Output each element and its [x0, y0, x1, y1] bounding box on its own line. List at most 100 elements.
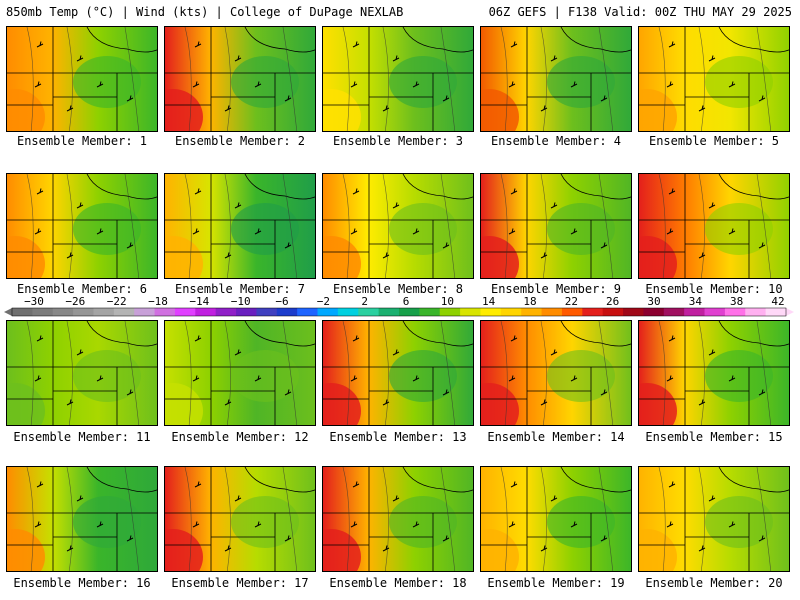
temperature-field-map	[323, 467, 473, 571]
colorbar-swatch	[541, 308, 563, 316]
temperature-field-map	[7, 174, 157, 278]
colorbar-swatch	[154, 308, 176, 316]
colorbar-swatch	[439, 308, 461, 316]
ensemble-map-panel	[638, 173, 790, 279]
colorbar-tick-label: 10	[440, 295, 454, 308]
colorbar-swatch	[561, 308, 583, 316]
colorbar-swatch	[582, 308, 604, 316]
ensemble-member-caption: Ensemble Member: 16	[13, 576, 151, 590]
temperature-field-map	[323, 174, 473, 278]
temperature-field-map	[323, 27, 473, 131]
colorbar-tick-label: −18	[148, 295, 168, 308]
ensemble-member-caption: Ensemble Member: 20	[645, 576, 783, 590]
temperature-field-map	[165, 27, 315, 131]
colorbar-tick-label: −14	[189, 295, 210, 308]
colorbar-swatch	[500, 308, 522, 316]
colorbar-tick-label: 34	[688, 295, 702, 308]
temperature-field-map	[7, 467, 157, 571]
header-run-info: 06Z GEFS | F138 Valid: 00Z THU MAY 29 20…	[488, 5, 792, 19]
ensemble-map-panel	[480, 466, 632, 572]
colorbar-tick-label: 6	[402, 295, 410, 308]
colorbar-swatch	[643, 308, 665, 316]
colorbar-tick-label: 14	[482, 295, 496, 308]
ensemble-member-caption: Ensemble Member: 1	[16, 134, 148, 148]
ensemble-map-panel	[6, 26, 158, 132]
ensemble-map-panel	[638, 320, 790, 426]
ensemble-member-caption: Ensemble Member: 18	[329, 576, 467, 590]
colorbar-swatch	[297, 308, 319, 316]
temperature-field-map	[7, 321, 157, 425]
ensemble-member-caption: Ensemble Member: 12	[171, 430, 309, 444]
colorbar-swatch	[663, 308, 685, 316]
colorbar-swatch	[765, 308, 787, 316]
ensemble-map-panel	[322, 26, 474, 132]
colorbar-tick-label: 22	[564, 295, 578, 308]
colorbar-high-arrow	[786, 308, 794, 316]
ensemble-member-caption: Ensemble Member: 6	[16, 282, 148, 296]
colorbar-swatch	[32, 308, 54, 316]
temperature-field-map	[639, 467, 789, 571]
ensemble-member-caption: Ensemble Member: 19	[487, 576, 625, 590]
colorbar-swatch	[174, 308, 196, 316]
colorbar-swatch	[480, 308, 502, 316]
colorbar-tick-label: −22	[106, 295, 127, 308]
temperature-field-map	[639, 174, 789, 278]
colorbar-swatch	[256, 308, 278, 316]
colorbar-tick-label: −6	[275, 295, 289, 308]
colorbar-tick-label: −10	[230, 295, 251, 308]
ensemble-member-caption: Ensemble Member: 8	[332, 282, 464, 296]
ensemble-member-caption: Ensemble Member: 2	[174, 134, 306, 148]
ensemble-member-caption: Ensemble Member: 4	[490, 134, 622, 148]
ensemble-map-panel	[164, 320, 316, 426]
colorbar-swatch	[724, 308, 746, 316]
colorbar-tick-label: 18	[523, 295, 537, 308]
ensemble-member-caption: Ensemble Member: 11	[13, 430, 151, 444]
colorbar-tick-label: −2	[316, 295, 330, 308]
ensemble-member-caption: Ensemble Member: 10	[645, 282, 783, 296]
colorbar-tick-label: 38	[730, 295, 744, 308]
temperature-field-map	[639, 321, 789, 425]
colorbar-swatch	[399, 308, 420, 316]
colorbar-swatch	[73, 308, 94, 316]
ensemble-member-caption: Ensemble Member: 9	[490, 282, 622, 296]
colorbar-swatch	[317, 308, 339, 316]
ensemble-map-panel	[480, 26, 632, 132]
temperature-field-map	[639, 27, 789, 131]
temperature-colorbar	[4, 307, 794, 317]
ensemble-map-panel	[6, 173, 158, 279]
ensemble-map-panel	[480, 173, 632, 279]
temperature-field-map	[323, 321, 473, 425]
colorbar-low-arrow	[4, 308, 12, 316]
ensemble-map-panel	[164, 173, 316, 279]
ensemble-member-caption: Ensemble Member: 7	[174, 282, 306, 296]
temperature-field-map	[165, 174, 315, 278]
colorbar-swatch	[215, 308, 237, 316]
colorbar-swatch	[745, 308, 767, 316]
ensemble-member-caption: Ensemble Member: 14	[487, 430, 625, 444]
colorbar-swatch	[113, 308, 135, 316]
colorbar-tick-label: 42	[771, 295, 785, 308]
map-header: 850mb Temp (°C) | Wind (kts) | College o…	[0, 0, 800, 24]
colorbar-swatch	[521, 308, 543, 316]
ensemble-map-panel	[164, 466, 316, 572]
colorbar-tick-label: 26	[606, 295, 620, 308]
colorbar-swatch	[12, 308, 33, 316]
colorbar-tick-label: −30	[24, 295, 44, 308]
colorbar-swatch	[704, 308, 726, 316]
colorbar-swatch	[684, 308, 706, 316]
temperature-field-map	[481, 321, 631, 425]
colorbar-swatch	[93, 308, 115, 316]
colorbar-tick-label: −26	[65, 295, 86, 308]
colorbar-swatch	[276, 308, 298, 316]
ensemble-map-panel	[480, 320, 632, 426]
colorbar-swatch	[460, 308, 481, 316]
colorbar-swatch	[419, 308, 441, 316]
colorbar-swatch	[195, 308, 217, 316]
colorbar-swatch	[602, 308, 624, 316]
colorbar-tick-label: 30	[647, 295, 661, 308]
colorbar-swatch	[378, 308, 400, 316]
temperature-field-map	[481, 467, 631, 571]
temperature-field-map	[481, 27, 631, 131]
temperature-field-map	[481, 174, 631, 278]
ensemble-map-panel	[322, 320, 474, 426]
